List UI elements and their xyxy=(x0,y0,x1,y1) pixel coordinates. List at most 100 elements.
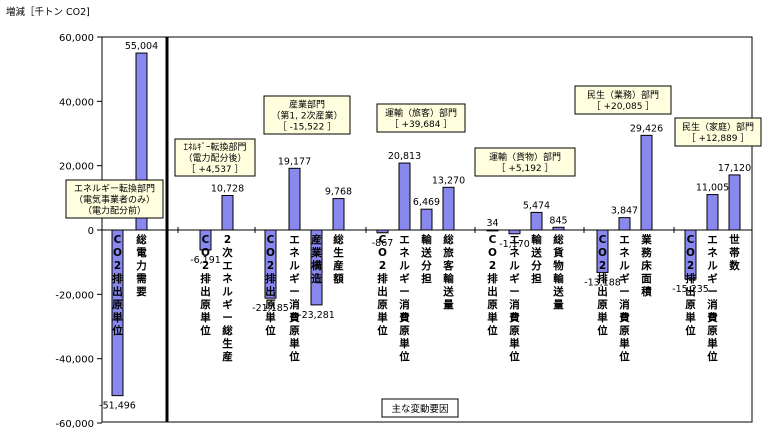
category-label-char: 2 xyxy=(687,260,694,272)
y-tick-label: -20,000 xyxy=(55,290,94,301)
bar xyxy=(310,229,323,306)
category-label-char: ル xyxy=(222,286,233,298)
sector-box-text: ［ +20,085 ］ xyxy=(592,101,655,112)
bar xyxy=(288,167,301,231)
bar-value-label: -21,185 xyxy=(252,303,289,314)
category-label-char: 総 xyxy=(553,233,564,246)
category-label-char: 原 xyxy=(509,325,520,337)
category-label-char: 位 xyxy=(265,324,276,337)
category-label-char: 額 xyxy=(332,272,344,285)
category-label-char: ネ xyxy=(707,247,718,259)
category-label-char: 単 xyxy=(597,311,608,324)
category-label-char: 単 xyxy=(377,311,388,324)
bar-value-label: 34 xyxy=(486,218,498,229)
bar xyxy=(221,194,234,231)
category-label-char: ー xyxy=(509,286,520,298)
category-label-char: 排 xyxy=(112,272,123,285)
bar-value-label: 17,120 xyxy=(718,163,751,174)
category-label-char: ギ xyxy=(289,272,300,285)
sector-box xyxy=(174,138,256,177)
category-label-char: 造 xyxy=(311,272,322,285)
category-label-char: 位 xyxy=(399,350,410,363)
category-label-char: ネ xyxy=(509,247,520,259)
category-label-char: 床 xyxy=(641,259,652,272)
category-label-char: 位 xyxy=(509,350,520,363)
category-label-char: エ xyxy=(619,234,630,246)
category-label-char: ー xyxy=(619,286,630,298)
sector-box xyxy=(65,179,164,219)
category-label-char: 単 xyxy=(487,311,498,324)
bar-value-label: 29,426 xyxy=(630,123,663,134)
category-label-char: ギ xyxy=(509,272,520,285)
y-tick-label: 0 xyxy=(88,226,94,237)
category-label-char: 次 xyxy=(222,246,233,259)
bar xyxy=(596,229,609,273)
category-label-char: O xyxy=(113,247,122,259)
bar-value-label: 20,813 xyxy=(388,151,421,162)
category-label-char: 原 xyxy=(289,325,300,337)
bar-value-label: 11,005 xyxy=(696,183,729,194)
category-label-char: O xyxy=(686,247,695,259)
category-label-char: ネ xyxy=(399,247,410,259)
category-label-char: エ xyxy=(707,234,718,246)
category-label-char: 位 xyxy=(487,324,498,337)
category-label-char: 力 xyxy=(136,259,147,272)
category-label-char: C xyxy=(202,234,210,246)
category-label-char: 担 xyxy=(531,272,542,285)
category-label-char: 出 xyxy=(377,285,388,298)
category-label-char: ネ xyxy=(222,273,233,285)
x-axis-title-box xyxy=(381,398,459,418)
category-label-char: 位 xyxy=(112,324,123,337)
category-label-char: 生 xyxy=(333,246,344,259)
sector-box-text: 運輸（旅客）部門 xyxy=(385,107,457,119)
category-label-char: 排 xyxy=(597,272,608,285)
category-label-char: 費 xyxy=(399,311,410,324)
sector-box xyxy=(474,147,576,177)
category-label-char: 構 xyxy=(311,259,322,272)
category-label-char: 原 xyxy=(619,325,630,337)
category-label-char: 消 xyxy=(289,298,300,311)
category-label-char: ネ xyxy=(289,247,300,259)
category-label-char: 客 xyxy=(442,259,454,272)
category-label-char: 単 xyxy=(707,337,718,350)
y-tick-label: 60,000 xyxy=(59,33,94,44)
category-label-char: 世 xyxy=(729,233,740,246)
bar xyxy=(199,229,212,251)
bar-value-label: -867 xyxy=(372,238,394,249)
category-label-char: 単 xyxy=(399,337,410,350)
category-label-char: ー xyxy=(707,286,718,298)
category-label-char: 出 xyxy=(597,285,608,298)
category-label-char: 単 xyxy=(289,337,300,350)
category-label-char: 2 xyxy=(599,260,606,272)
category-label-char: 送 xyxy=(442,285,454,298)
sector-box-text: エネルギー転換部門 xyxy=(74,183,155,195)
bar xyxy=(398,162,411,231)
category-label-char: 位 xyxy=(685,324,696,337)
bar xyxy=(111,229,124,397)
category-label-char: 消 xyxy=(509,298,520,311)
category-label-char: 需 xyxy=(136,273,147,285)
category-label-char: 業 xyxy=(640,233,652,246)
category-label-char: 排 xyxy=(685,272,696,285)
bar xyxy=(508,229,521,235)
category-label-char: 帯 xyxy=(729,246,740,259)
bar-value-label: -15,235 xyxy=(672,284,709,295)
bar xyxy=(640,134,653,231)
bar-value-label: 9,768 xyxy=(325,187,352,198)
bar xyxy=(376,229,389,234)
category-label-char: 消 xyxy=(619,298,630,311)
y-tick-label: -40,000 xyxy=(55,355,94,366)
sector-box-text: ［ -15,522 ］ xyxy=(278,122,336,133)
bar-value-label: -6,191 xyxy=(190,255,221,266)
category-label-char: エ xyxy=(399,234,410,246)
bar xyxy=(442,186,455,231)
category-label-char: 総 xyxy=(443,233,454,246)
category-label-char: O xyxy=(201,247,210,259)
category-label-char: 2 xyxy=(489,260,496,272)
category-label-char: 位 xyxy=(597,324,608,337)
category-label-char: 単 xyxy=(112,311,123,324)
category-label-char: ギ xyxy=(707,272,718,285)
bar-value-label: 10,728 xyxy=(211,183,244,194)
category-label-char: 費 xyxy=(707,311,718,324)
sector-box-text: ［ +5,192 ］ xyxy=(496,163,553,174)
